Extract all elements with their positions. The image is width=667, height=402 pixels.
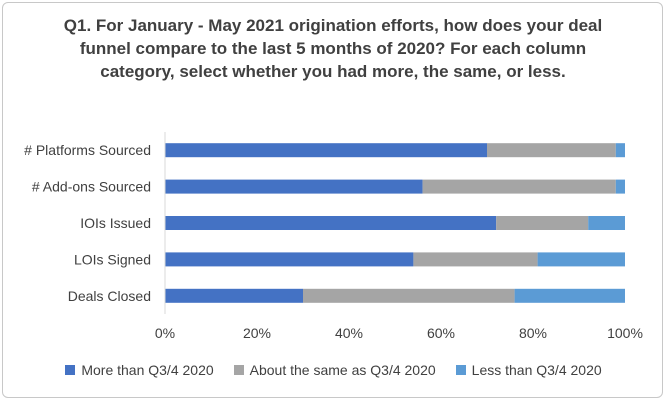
bar-segment <box>615 143 625 158</box>
legend-item: Less than Q3/4 2020 <box>455 362 602 378</box>
category-label: Deals Closed <box>68 288 151 304</box>
x-tick-label: 20% <box>243 325 271 341</box>
bar-segment <box>165 179 423 194</box>
bar-segment <box>165 288 303 303</box>
x-tick-label: 60% <box>427 325 455 341</box>
legend-swatch <box>65 365 76 375</box>
bar-segment <box>165 143 487 158</box>
bar-segment <box>588 216 625 230</box>
bar-segment <box>537 252 625 267</box>
legend-item: More than Q3/4 2020 <box>65 362 214 378</box>
legend-swatch <box>455 365 466 375</box>
chart-title: Q1. For January - May 2021 origination e… <box>63 16 603 81</box>
legend: More than Q3/4 2020 About the same as Q3/… <box>0 358 667 382</box>
bar-segment <box>165 216 497 230</box>
category-label: IOIs Issued <box>80 215 151 231</box>
bar-segment <box>165 252 414 267</box>
category-label: # Add-ons Sourced <box>32 179 151 195</box>
chart-frame <box>2 2 663 398</box>
bar-segment <box>496 216 589 230</box>
bar-segment <box>413 252 538 267</box>
bar-segment <box>514 288 625 303</box>
bar-segment <box>487 143 616 158</box>
category-label: LOIs Signed <box>74 251 151 267</box>
bar-segment <box>615 179 625 194</box>
legend-label: Less than Q3/4 2020 <box>471 362 602 378</box>
x-tick-label: 40% <box>335 325 363 341</box>
category-label: # Platforms Sourced <box>24 142 151 158</box>
legend-label: About the same as Q3/4 2020 <box>249 362 436 378</box>
x-tick-label: 100% <box>607 325 643 341</box>
legend-label: More than Q3/4 2020 <box>81 362 214 378</box>
x-tick-label: 80% <box>519 325 547 341</box>
bar-segment <box>303 288 515 303</box>
legend-swatch <box>233 365 244 375</box>
legend-item: About the same as Q3/4 2020 <box>233 362 436 378</box>
bar-segment <box>422 179 616 194</box>
x-tick-label: 0% <box>155 325 175 341</box>
